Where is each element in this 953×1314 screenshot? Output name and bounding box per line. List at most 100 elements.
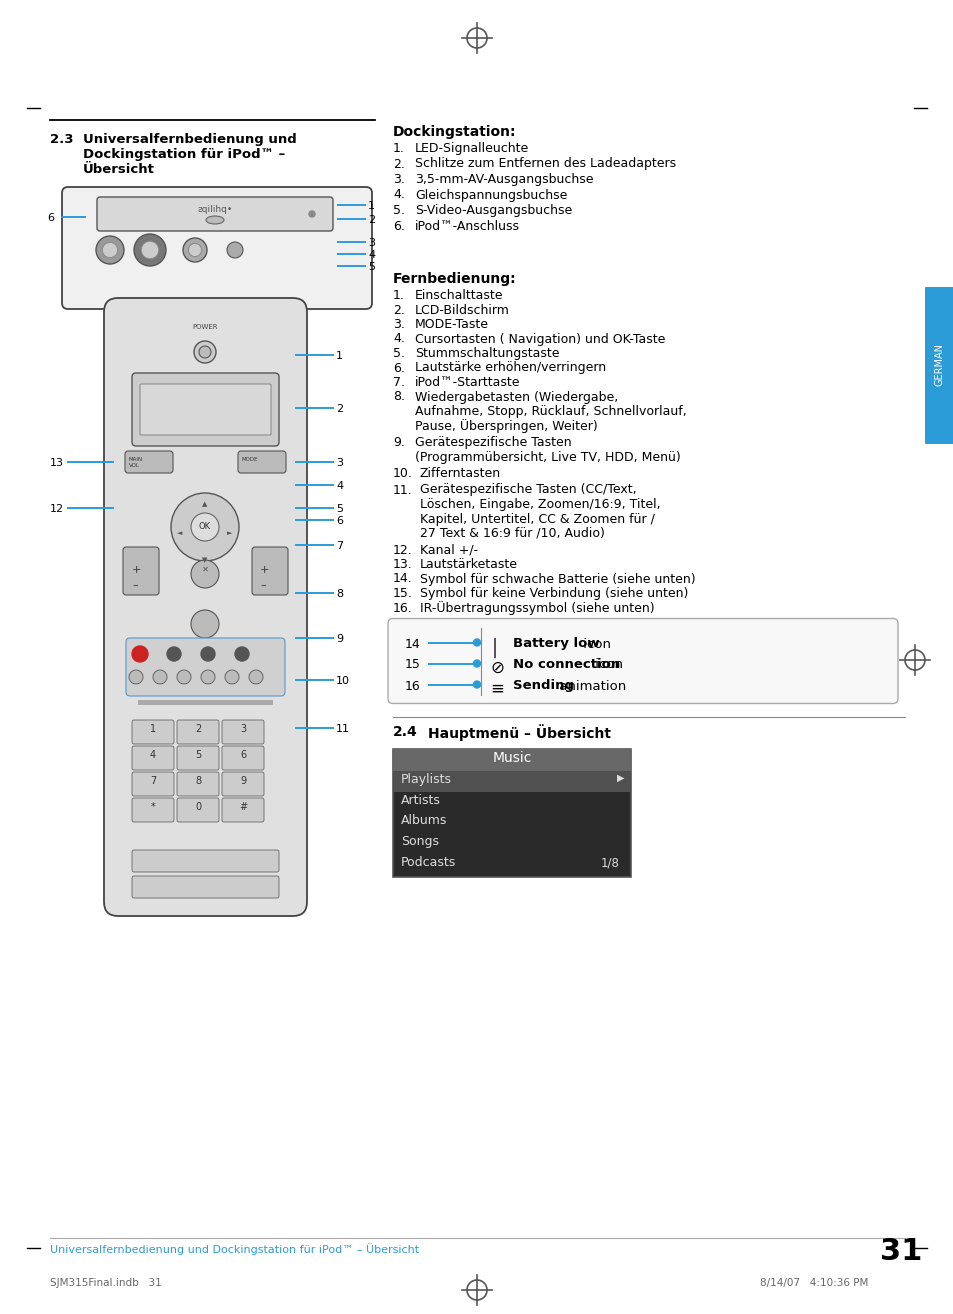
Circle shape	[473, 660, 480, 668]
Text: 12.: 12.	[393, 544, 413, 557]
Text: 7.: 7.	[393, 376, 405, 389]
Text: 15: 15	[405, 658, 420, 671]
Text: Übersicht: Übersicht	[83, 163, 154, 176]
Circle shape	[171, 493, 239, 561]
Text: Stummschaltungstaste: Stummschaltungstaste	[415, 347, 558, 360]
Text: 4.: 4.	[393, 332, 404, 346]
FancyBboxPatch shape	[132, 746, 173, 770]
Text: 14: 14	[405, 637, 420, 650]
FancyBboxPatch shape	[132, 773, 173, 796]
Text: Löschen, Eingabe, Zoomen/16:9, Titel,: Löschen, Eingabe, Zoomen/16:9, Titel,	[419, 498, 659, 511]
Text: Universalfernbedienung und Dockingstation für iPod™ – Übersicht: Universalfernbedienung und Dockingstatio…	[50, 1243, 418, 1255]
Circle shape	[102, 242, 117, 258]
Text: Battery low: Battery low	[513, 637, 599, 650]
Text: 31: 31	[879, 1236, 922, 1265]
Text: IR-Übertragungssymbol (siehe unten): IR-Übertragungssymbol (siehe unten)	[419, 602, 654, 615]
FancyBboxPatch shape	[237, 451, 286, 473]
Text: iPod™-Starttaste: iPod™-Starttaste	[415, 376, 520, 389]
Circle shape	[133, 234, 166, 265]
FancyBboxPatch shape	[125, 451, 172, 473]
Text: Symbol für keine Verbindung (siehe unten): Symbol für keine Verbindung (siehe unten…	[419, 587, 688, 600]
Text: MAIN: MAIN	[129, 457, 143, 463]
Text: 4.: 4.	[393, 188, 404, 201]
Text: 9.: 9.	[393, 436, 404, 449]
Text: 1/8: 1/8	[600, 857, 619, 870]
Text: 2: 2	[335, 403, 343, 414]
Circle shape	[193, 342, 215, 363]
Circle shape	[199, 346, 211, 357]
Text: LED-Signalleuchte: LED-Signalleuchte	[415, 142, 529, 155]
FancyBboxPatch shape	[388, 619, 897, 703]
FancyBboxPatch shape	[222, 798, 264, 823]
Text: –: –	[260, 579, 265, 590]
Text: 3: 3	[368, 238, 375, 248]
Text: ƨqilihq•: ƨqilihq•	[197, 205, 233, 214]
Text: Hauptmenü – Übersicht: Hauptmenü – Übersicht	[428, 724, 610, 741]
Circle shape	[96, 237, 124, 264]
Text: 3: 3	[240, 724, 246, 735]
FancyBboxPatch shape	[132, 850, 278, 872]
FancyBboxPatch shape	[123, 547, 159, 595]
Circle shape	[234, 646, 249, 661]
Text: Podcasts: Podcasts	[400, 857, 456, 870]
Circle shape	[309, 212, 314, 217]
Text: 15.: 15.	[393, 587, 413, 600]
Text: ⊘: ⊘	[490, 658, 503, 677]
Text: MODE-Taste: MODE-Taste	[415, 318, 489, 331]
Text: 1: 1	[368, 201, 375, 212]
Text: 3.: 3.	[393, 318, 404, 331]
Circle shape	[201, 670, 214, 685]
Text: 7: 7	[335, 541, 343, 551]
Circle shape	[129, 670, 143, 685]
FancyBboxPatch shape	[177, 798, 219, 823]
Text: 4: 4	[368, 250, 375, 260]
Text: No connection: No connection	[513, 658, 619, 671]
Text: Music: Music	[492, 752, 531, 766]
Circle shape	[473, 639, 480, 646]
Text: +: +	[132, 565, 141, 576]
Text: 1: 1	[335, 351, 343, 361]
Circle shape	[249, 670, 263, 685]
FancyBboxPatch shape	[252, 547, 288, 595]
Text: Albums: Albums	[400, 815, 447, 828]
Text: 2.3: 2.3	[50, 133, 73, 146]
Text: Zifferntasten: Zifferntasten	[419, 466, 500, 480]
Circle shape	[191, 512, 219, 541]
Circle shape	[227, 242, 243, 258]
Circle shape	[201, 646, 214, 661]
Text: 6.: 6.	[393, 361, 404, 374]
Text: 8/14/07   4:10:36 PM: 8/14/07 4:10:36 PM	[760, 1279, 867, 1288]
Circle shape	[152, 670, 167, 685]
Text: 3,5-mm-AV-Ausgangsbuchse: 3,5-mm-AV-Ausgangsbuchse	[415, 173, 593, 187]
Circle shape	[191, 560, 219, 587]
FancyBboxPatch shape	[132, 876, 278, 897]
Text: 2.: 2.	[393, 304, 404, 317]
FancyBboxPatch shape	[177, 720, 219, 744]
Bar	[393, 749, 630, 876]
Circle shape	[167, 646, 181, 661]
Text: Gerätespezifische Tasten: Gerätespezifische Tasten	[415, 436, 571, 449]
Text: SJM315Final.indb   31: SJM315Final.indb 31	[50, 1279, 162, 1288]
Text: ◄: ◄	[177, 530, 182, 536]
Text: 6.: 6.	[393, 219, 404, 233]
Bar	[393, 749, 630, 770]
FancyBboxPatch shape	[132, 798, 173, 823]
Text: GERMAN: GERMAN	[934, 343, 944, 386]
Text: MODE: MODE	[242, 457, 258, 463]
Text: ▼: ▼	[202, 557, 208, 562]
FancyBboxPatch shape	[177, 773, 219, 796]
Text: icon: icon	[590, 658, 622, 671]
Text: 4: 4	[335, 481, 343, 491]
Bar	[393, 770, 630, 791]
Text: 6: 6	[240, 750, 246, 759]
Text: Pause, Überspringen, Weiter): Pause, Überspringen, Weiter)	[415, 419, 598, 434]
FancyBboxPatch shape	[177, 746, 219, 770]
Text: Kanal +/-: Kanal +/-	[419, 544, 477, 557]
Text: POWER: POWER	[193, 325, 217, 330]
Text: Songs: Songs	[400, 836, 438, 849]
Text: 13.: 13.	[393, 558, 413, 572]
Text: Kapitel, Untertitel, CC & Zoomen für /: Kapitel, Untertitel, CC & Zoomen für /	[419, 512, 654, 526]
Text: 1: 1	[150, 724, 156, 735]
Text: Universalfernbedienung und: Universalfernbedienung und	[83, 133, 296, 146]
FancyBboxPatch shape	[104, 298, 307, 916]
